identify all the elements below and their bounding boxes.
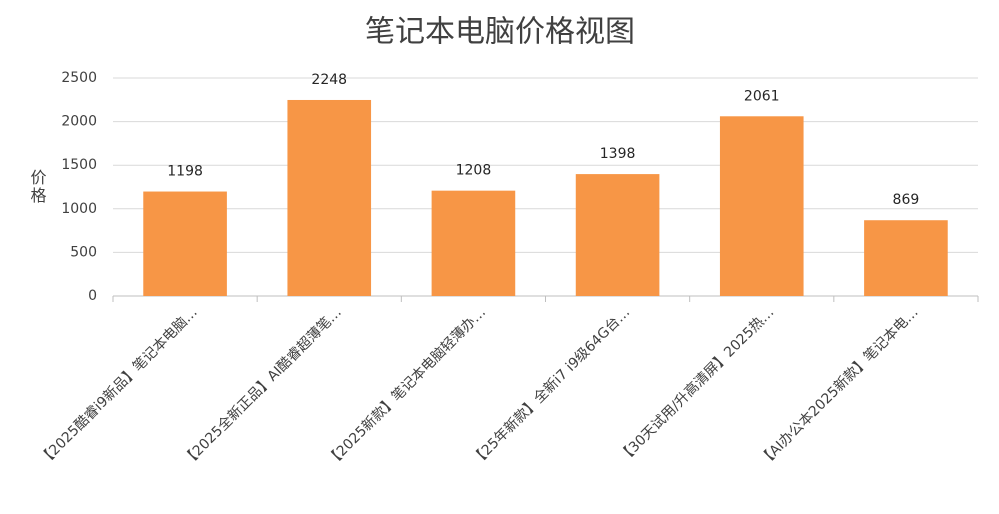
y-tick-label: 2500 [61, 70, 97, 86]
bar [287, 99, 372, 297]
x-tick-label: 【30天试用/升高清屏】2025热… [615, 304, 777, 466]
bar [143, 191, 227, 296]
data-label: 1198 [167, 164, 203, 180]
data-label: 1398 [600, 146, 636, 162]
data-label: 1208 [456, 163, 492, 179]
y-tick-label: 500 [70, 244, 97, 260]
data-label: 869 [893, 192, 920, 208]
x-tick-label: 【2025酷睿i9新品】笔记本电脑… [36, 304, 200, 468]
y-tick-label: 2000 [61, 114, 97, 130]
y-axis-title: 价格 [28, 169, 47, 205]
data-label: 2248 [311, 72, 347, 88]
chart-title: 笔记本电脑价格视图 [365, 15, 635, 50]
x-tick-label: 【25年新款】全新i7 i9级64G台… [468, 304, 633, 469]
y-tick-label: 1000 [61, 201, 97, 217]
x-tick-label: 【AI办公本2025新款】笔记本电… [757, 304, 922, 469]
bar [575, 174, 660, 296]
data-label: 2061 [744, 88, 780, 104]
bar [431, 190, 516, 296]
y-tick-label: 0 [88, 288, 97, 304]
x-tick-label: 【2025全新正品】AI酷睿超薄笔… [179, 304, 345, 470]
x-tick-label: 【2025新款】笔记本电脑轻薄办… [324, 304, 489, 469]
bar [864, 220, 948, 296]
y-tick-label: 1500 [61, 157, 97, 173]
bar [719, 116, 804, 297]
